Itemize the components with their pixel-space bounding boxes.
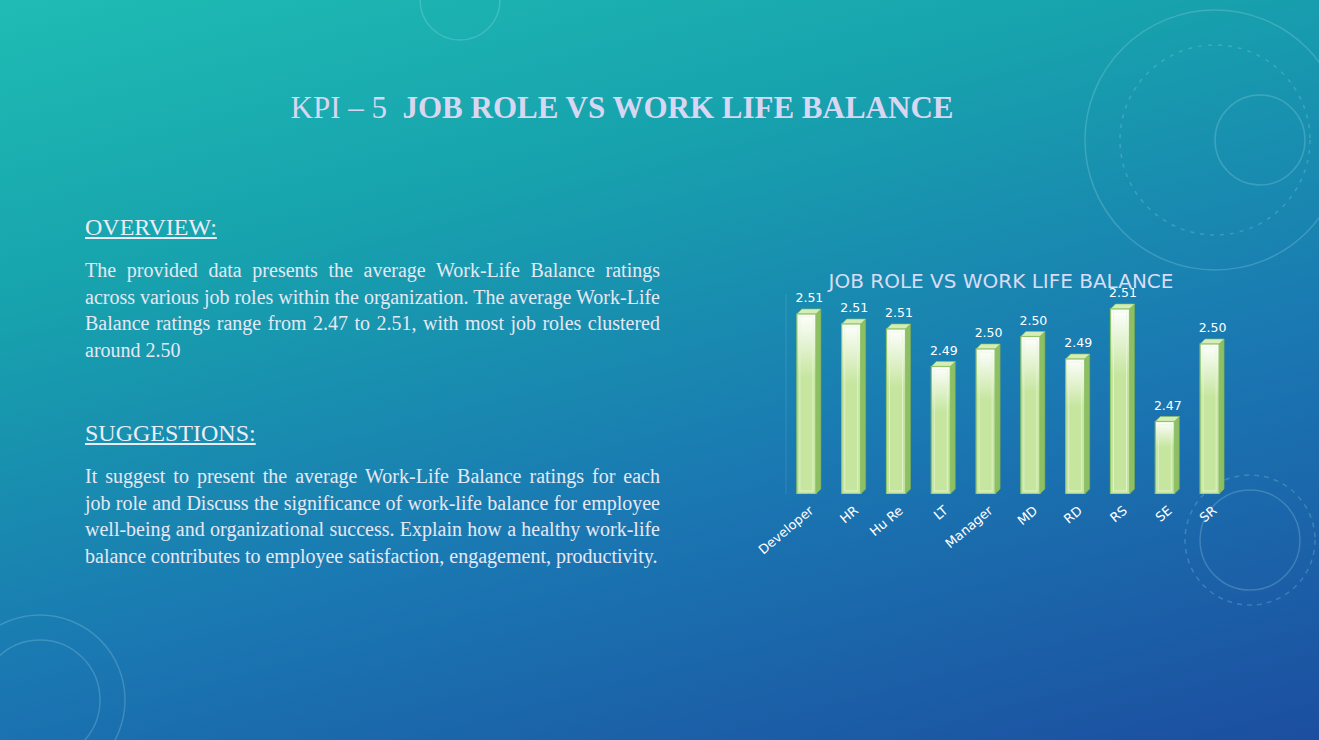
y-axis-line <box>786 294 787 494</box>
slide-title: KPI – 5 JOB ROLE VS WORK LIFE BALANCE <box>0 90 1244 126</box>
title-prefix: KPI – 5 <box>291 90 387 125</box>
suggestions-heading: SUGGESTIONS: <box>85 420 256 447</box>
category-label: LT <box>931 503 951 523</box>
data-label: 2.51 <box>1109 285 1137 300</box>
bar-side <box>906 324 911 494</box>
bar-highlight <box>979 352 992 491</box>
bar-top <box>842 319 866 324</box>
bar-top <box>1111 304 1135 309</box>
category-label: SE <box>1152 503 1174 525</box>
bar-highlight <box>845 327 858 491</box>
bar-highlight <box>1203 347 1216 491</box>
bar-highlight <box>890 332 903 491</box>
overview-text: The provided data presents the average W… <box>85 257 660 363</box>
category-label: RS <box>1107 503 1130 526</box>
bar-highlight <box>1158 425 1171 492</box>
bar-top <box>976 344 1000 349</box>
bar-highlight <box>1024 340 1037 492</box>
bar-top <box>797 309 821 314</box>
data-label: 2.50 <box>975 325 1003 340</box>
bar-top <box>1155 417 1179 422</box>
data-label: 2.51 <box>885 305 913 320</box>
suggestions-text: It suggest to present the average Work-L… <box>85 463 660 569</box>
bar-highlight <box>1069 362 1082 491</box>
data-label: 2.50 <box>1019 313 1047 328</box>
bar <box>1066 359 1085 494</box>
bar-side <box>1219 339 1224 494</box>
bar <box>976 349 995 494</box>
bar <box>1111 309 1130 494</box>
bar-highlight <box>934 370 947 492</box>
bar-highlight <box>1114 312 1127 491</box>
bar-side <box>950 362 955 495</box>
bar-top <box>931 362 955 367</box>
bar-top <box>1200 339 1224 344</box>
data-label: 2.50 <box>1199 320 1227 335</box>
data-label: 2.51 <box>840 300 868 315</box>
bar <box>797 314 816 494</box>
bar-side <box>1085 354 1090 494</box>
bar-side <box>1174 417 1179 495</box>
bar-side <box>995 344 1000 494</box>
bar-highlight <box>800 317 813 491</box>
data-label: 2.51 <box>795 290 823 305</box>
bar-top <box>1021 332 1045 337</box>
bar <box>842 324 861 494</box>
bar <box>1155 422 1174 495</box>
chart: JOB ROLE VS WORK LIFE BALANCE 2.51 Develop… <box>0 0 1319 740</box>
bar-side <box>1130 304 1135 494</box>
bar-side <box>861 319 866 494</box>
bars <box>797 304 1224 494</box>
overview-heading: OVERVIEW: <box>85 214 217 241</box>
category-label: MD <box>1014 503 1040 528</box>
category-label: Hu Re <box>867 503 906 539</box>
data-label: 2.47 <box>1154 398 1182 413</box>
bar-side <box>1040 332 1045 495</box>
category-label: RD <box>1061 503 1085 527</box>
bar <box>931 367 950 495</box>
data-label: 2.49 <box>1064 335 1092 350</box>
category-label: SR <box>1197 503 1220 526</box>
bar-side <box>816 309 821 494</box>
title-main: JOB ROLE VS WORK LIFE BALANCE <box>403 90 954 125</box>
bar-top <box>1066 354 1090 359</box>
bar <box>887 329 906 494</box>
data-label: 2.49 <box>930 343 958 358</box>
bar <box>1021 337 1040 495</box>
category-label: Developer <box>755 502 816 557</box>
bar <box>1200 344 1219 494</box>
category-label: HR <box>837 503 861 527</box>
bar-top <box>887 324 911 329</box>
category-label: Manager <box>942 502 996 551</box>
